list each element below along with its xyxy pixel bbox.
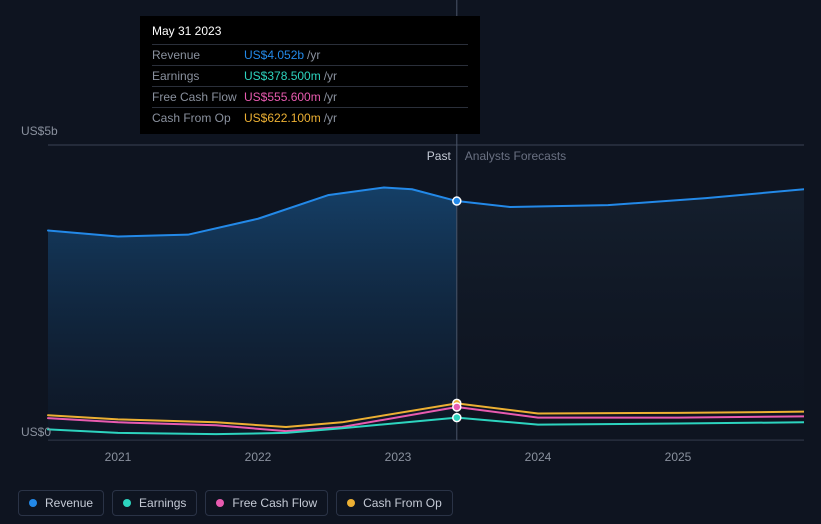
- x-tick: 2025: [665, 450, 692, 464]
- section-forecast-label: Analysts Forecasts: [465, 149, 566, 163]
- x-tick: 2024: [525, 450, 552, 464]
- tooltip-row-suffix: /yr: [324, 69, 337, 83]
- legend-label: Cash From Op: [363, 496, 442, 510]
- tooltip-row-suffix: /yr: [307, 48, 320, 62]
- legend-item-earnings[interactable]: Earnings: [112, 490, 197, 516]
- legend: Revenue Earnings Free Cash Flow Cash From O…: [18, 490, 453, 516]
- tooltip-row: EarningsUS$378.500m/yr: [152, 65, 468, 86]
- legend-item-revenue[interactable]: Revenue: [18, 490, 104, 516]
- tooltip-row: Free Cash FlowUS$555.600m/yr: [152, 86, 468, 107]
- legend-label: Earnings: [139, 496, 186, 510]
- x-tick: 2023: [385, 450, 412, 464]
- tooltip-row-value: US$4.052b: [244, 48, 304, 62]
- tooltip-row-suffix: /yr: [324, 90, 337, 104]
- tooltip-date: May 31 2023: [152, 24, 468, 44]
- tooltip-row: RevenueUS$4.052b/yr: [152, 44, 468, 65]
- hover-tooltip: May 31 2023 RevenueUS$4.052b/yrEarningsU…: [140, 16, 480, 134]
- legend-label: Free Cash Flow: [232, 496, 317, 510]
- tooltip-row-value: US$622.100m: [244, 111, 321, 125]
- legend-dot: [216, 499, 224, 507]
- legend-dot: [29, 499, 37, 507]
- legend-item-free-cash-flow[interactable]: Free Cash Flow: [205, 490, 328, 516]
- legend-item-cash-from-op[interactable]: Cash From Op: [336, 490, 453, 516]
- section-past-label: Past: [427, 149, 451, 163]
- tooltip-row-label: Revenue: [152, 48, 244, 62]
- tooltip-row-label: Cash From Op: [152, 111, 244, 125]
- x-tick: 2022: [245, 450, 272, 464]
- tooltip-row-value: US$378.500m: [244, 69, 321, 83]
- tooltip-row-label: Free Cash Flow: [152, 90, 244, 104]
- legend-label: Revenue: [45, 496, 93, 510]
- y-tick-top: US$5b: [21, 124, 58, 138]
- tooltip-row: Cash From OpUS$622.100m/yr: [152, 107, 468, 128]
- tooltip-row-suffix: /yr: [324, 111, 337, 125]
- tooltip-row-label: Earnings: [152, 69, 244, 83]
- tooltip-row-value: US$555.600m: [244, 90, 321, 104]
- y-tick-bottom: US$0: [21, 425, 51, 439]
- legend-dot: [123, 499, 131, 507]
- x-tick: 2021: [105, 450, 132, 464]
- legend-dot: [347, 499, 355, 507]
